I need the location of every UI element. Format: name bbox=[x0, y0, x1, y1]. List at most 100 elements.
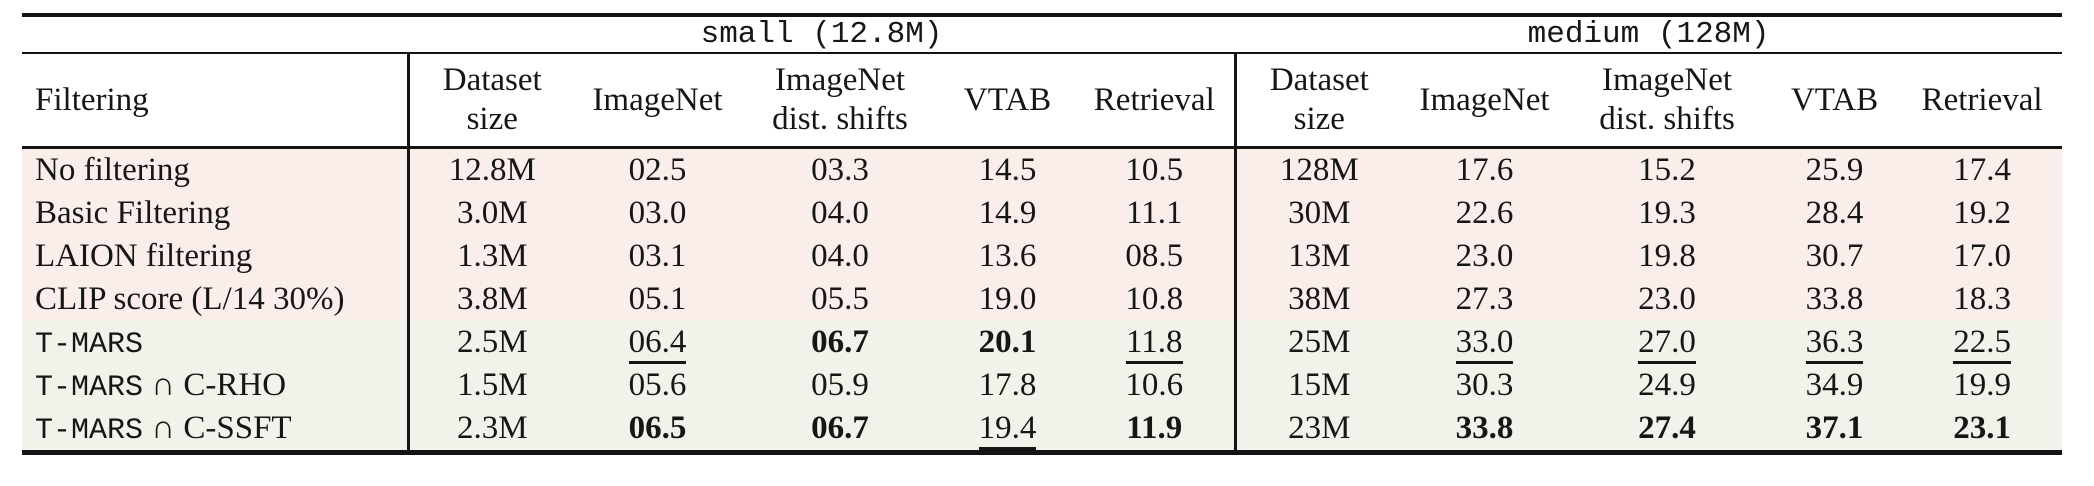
value-cell: 17.4 bbox=[1902, 147, 2063, 192]
value-cell: 27.3 bbox=[1402, 278, 1568, 321]
value-text: 30.3 bbox=[1455, 367, 1514, 403]
value-text: 19.3 bbox=[1638, 195, 1696, 231]
value-text: 38M bbox=[1288, 281, 1351, 317]
value-text: 11.8 bbox=[1126, 324, 1183, 364]
value-text: 11.9 bbox=[1126, 410, 1183, 446]
value-text: 33.8 bbox=[1805, 281, 1864, 317]
value-text: 13.6 bbox=[978, 238, 1037, 274]
value-text: 22.5 bbox=[1953, 324, 2011, 364]
value-cell: 33.0 bbox=[1402, 321, 1568, 364]
value-cell: 14.5 bbox=[940, 147, 1075, 192]
value-cell: 3.0M bbox=[408, 192, 575, 235]
row-label-method-name: T-MARS bbox=[35, 327, 144, 362]
row-label-text: CLIP score (L/14 30%) bbox=[35, 281, 345, 317]
column-header-imagenet-dist-shifts-small: ImageNet dist. shifts bbox=[740, 53, 940, 149]
table-body: No filtering 12.8M 02.5 03.3 14.5 10.5 128M 17.… bbox=[22, 147, 2063, 453]
column-header-imagenet-small: ImageNet bbox=[575, 53, 740, 149]
value-cell: 06.4 bbox=[575, 321, 740, 364]
value-text: 08.5 bbox=[1125, 238, 1184, 274]
value-cell: 05.1 bbox=[575, 278, 740, 321]
value-cell: 13M bbox=[1235, 235, 1403, 278]
value-text: 27.0 bbox=[1638, 324, 1696, 364]
value-cell: 12.8M bbox=[408, 147, 575, 192]
value-text: 128M bbox=[1279, 152, 1359, 188]
value-cell: 27.0 bbox=[1567, 321, 1768, 364]
value-text: 36.3 bbox=[1805, 324, 1864, 364]
value-cell: 14.9 bbox=[940, 192, 1075, 235]
value-text: 23.0 bbox=[1455, 238, 1514, 274]
row-label: T-MARS bbox=[22, 321, 410, 364]
value-text: 3.8M bbox=[456, 281, 528, 317]
value-cell: 19.9 bbox=[1902, 364, 2063, 407]
value-cell: 05.5 bbox=[740, 278, 940, 321]
row-label: LAION filtering bbox=[22, 235, 410, 278]
value-cell: 24.9 bbox=[1567, 364, 1768, 407]
table-row: CLIP score (L/14 30%) 3.8M 05.1 05.5 19.0 10.… bbox=[22, 278, 2063, 321]
value-cell: 15.2 bbox=[1567, 147, 1768, 192]
value-text: 22.6 bbox=[1455, 195, 1514, 231]
value-text: 06.7 bbox=[811, 324, 869, 360]
value-cell: 19.8 bbox=[1567, 235, 1768, 278]
value-text: 23M bbox=[1288, 410, 1351, 446]
value-cell: 02.5 bbox=[575, 147, 740, 192]
value-text: 19.0 bbox=[978, 281, 1037, 317]
value-text: 05.6 bbox=[628, 367, 687, 403]
value-cell: 30.7 bbox=[1767, 235, 1903, 278]
value-cell: 23M bbox=[1235, 407, 1403, 453]
table-row: LAION filtering 1.3M 03.1 04.0 13.6 08.5 13M 23… bbox=[22, 235, 2063, 278]
value-text: 06.4 bbox=[628, 324, 687, 364]
value-text: 25.9 bbox=[1805, 152, 1864, 188]
row-label: CLIP score (L/14 30%) bbox=[22, 278, 410, 321]
column-header-vtab-small: VTAB bbox=[940, 53, 1075, 149]
value-cell: 3.8M bbox=[408, 278, 575, 321]
value-text: 03.0 bbox=[628, 195, 687, 231]
value-cell: 08.5 bbox=[1075, 235, 1237, 278]
value-cell: 37.1 bbox=[1767, 407, 1903, 453]
value-text: 1.3M bbox=[456, 238, 528, 274]
value-cell: 25M bbox=[1235, 321, 1403, 364]
value-cell: 128M bbox=[1235, 147, 1403, 192]
row-label-text: Basic Filtering bbox=[35, 195, 231, 231]
value-text: 10.5 bbox=[1125, 152, 1184, 188]
value-cell: 10.8 bbox=[1075, 278, 1237, 321]
table-row: T-MARS 2.5M 06.4 06.7 20.1 11.8 25M 33.0 27.0 36.… bbox=[22, 321, 2063, 364]
table-row: No filtering 12.8M 02.5 03.3 14.5 10.5 128M 17.… bbox=[22, 147, 2063, 192]
value-cell: 06.7 bbox=[740, 407, 940, 453]
value-cell: 13.6 bbox=[940, 235, 1075, 278]
column-header-retrieval-medium: Retrieval bbox=[1902, 53, 2063, 149]
row-label-text: LAION filtering bbox=[35, 238, 253, 274]
row-label: T-MARS ∩ C-RHO bbox=[22, 364, 410, 407]
value-text: 33.0 bbox=[1455, 324, 1514, 364]
row-label: T-MARS ∩ C-SSFT bbox=[22, 407, 410, 453]
value-cell: 03.1 bbox=[575, 235, 740, 278]
value-text: 23.0 bbox=[1638, 281, 1696, 317]
value-cell: 23.1 bbox=[1902, 407, 2063, 453]
value-text: 37.1 bbox=[1805, 410, 1864, 446]
row-label: Basic Filtering bbox=[22, 192, 410, 235]
value-cell: 11.1 bbox=[1075, 192, 1237, 235]
table-row: T-MARS ∩ C-RHO 1.5M 05.6 05.9 17.8 10.6 15M 30.… bbox=[22, 364, 2063, 407]
row-label-method-name: T-MARS bbox=[35, 413, 144, 448]
value-cell: 06.7 bbox=[740, 321, 940, 364]
column-header-row: Filtering Dataset size ImageNet ImageNet… bbox=[22, 53, 2063, 149]
row-label-text: ∩ C-SSFT bbox=[143, 409, 292, 446]
value-cell: 19.2 bbox=[1902, 192, 2063, 235]
value-text: 03.3 bbox=[811, 152, 869, 188]
value-cell: 25.9 bbox=[1767, 147, 1903, 192]
column-header-retrieval-small: Retrieval bbox=[1075, 53, 1237, 149]
value-cell: 17.0 bbox=[1902, 235, 2063, 278]
value-cell: 11.9 bbox=[1075, 407, 1237, 453]
value-cell: 1.5M bbox=[408, 364, 575, 407]
value-cell: 20.1 bbox=[940, 321, 1075, 364]
value-text: 05.9 bbox=[811, 367, 869, 403]
value-cell: 05.9 bbox=[740, 364, 940, 407]
column-header-vtab-medium: VTAB bbox=[1767, 53, 1903, 149]
row-label-method-name: T-MARS bbox=[35, 370, 144, 405]
column-header-imagenet-medium: ImageNet bbox=[1402, 53, 1568, 149]
value-text: 14.9 bbox=[978, 195, 1037, 231]
value-text: 19.4 bbox=[978, 410, 1037, 450]
value-cell: 17.6 bbox=[1402, 147, 1568, 192]
value-text: 06.5 bbox=[628, 410, 687, 446]
value-text: 18.3 bbox=[1953, 281, 2011, 317]
value-text: 19.8 bbox=[1638, 238, 1696, 274]
